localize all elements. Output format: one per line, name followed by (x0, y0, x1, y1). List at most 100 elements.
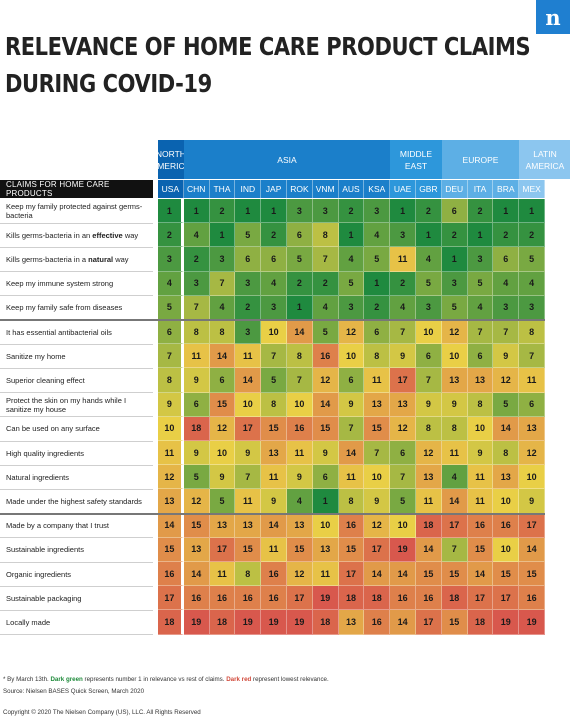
data-cell: 4 (519, 271, 545, 296)
data-cell: 10 (441, 344, 468, 369)
data-cell: 14 (519, 537, 545, 562)
column-header: KSA (364, 180, 391, 198)
data-cell: 16 (261, 586, 287, 611)
data-cell: 13 (183, 537, 210, 562)
data-cell: 9 (416, 392, 442, 417)
data-cell: 11 (416, 489, 442, 514)
data-cell: 19 (261, 610, 287, 635)
data-cell: 8 (519, 320, 545, 345)
data-cell: 5 (441, 295, 468, 320)
data-cell: 6 (261, 247, 287, 272)
data-cell: 14 (467, 562, 494, 587)
row-label: Kills germs-bacteria in an effective way (0, 223, 153, 247)
group-header: ASIA (183, 140, 391, 179)
title-line-2: DURING COVID-19 (5, 69, 212, 98)
data-cell: 10 (390, 513, 416, 538)
data-cell: 7 (390, 465, 416, 490)
data-cell: 9 (364, 489, 391, 514)
data-cell: 2 (287, 271, 313, 296)
data-cell: 17 (390, 368, 416, 393)
data-cell: 10 (261, 320, 287, 345)
data-cell: 14 (235, 368, 262, 393)
data-cell: 1 (261, 199, 287, 224)
data-cell: 2 (441, 223, 468, 248)
data-cell: 16 (287, 416, 313, 441)
data-cell: 13 (261, 441, 287, 466)
row-label: Made under the highest safety standards (6, 496, 142, 506)
data-cell: 2 (312, 271, 339, 296)
data-cell: 6 (416, 344, 442, 369)
data-cell: 9 (287, 465, 313, 490)
data-cell: 17 (287, 586, 313, 611)
data-cell: 14 (493, 416, 520, 441)
data-cell: 12 (312, 368, 339, 393)
data-cell: 11 (364, 368, 391, 393)
data-cell: 11 (338, 465, 365, 490)
data-cell: 18 (183, 416, 210, 441)
data-cell: 17 (338, 562, 365, 587)
data-cell: 18 (364, 586, 391, 611)
column-header: AUS (338, 180, 365, 198)
data-cell: 6 (364, 320, 391, 345)
row-label: Keep my family safe from diseases (6, 303, 123, 313)
data-cell: 13 (493, 465, 520, 490)
data-cell: 3 (312, 199, 339, 224)
data-cell: 6 (287, 223, 313, 248)
data-cell: 4 (183, 223, 210, 248)
data-cell: 1 (416, 223, 442, 248)
row-label-text: Kills germs-bacteria in an effective way (6, 231, 138, 240)
section-divider (0, 512, 545, 515)
data-cell: 14 (261, 513, 287, 538)
data-cell: 2 (235, 295, 262, 320)
data-cell: 11 (158, 441, 184, 466)
data-cell: 11 (209, 562, 236, 587)
data-cell: 6 (519, 392, 545, 417)
data-cell: 6 (183, 392, 210, 417)
data-cell: 3 (261, 295, 287, 320)
row-divider (0, 416, 153, 418)
data-cell: 1 (158, 199, 184, 224)
data-cell: 13 (235, 513, 262, 538)
data-cell: 19 (519, 610, 545, 635)
data-cell: 16 (519, 586, 545, 611)
data-cell: 12 (364, 513, 391, 538)
data-cell: 7 (493, 320, 520, 345)
data-cell: 8 (338, 489, 365, 514)
data-cell: 15 (467, 537, 494, 562)
column-header: CHN (183, 180, 210, 198)
data-cell: 9 (519, 489, 545, 514)
data-cell: 1 (441, 247, 468, 272)
data-cell: 6 (209, 368, 236, 393)
footnote-text-b: represents number 1 in relevance vs rest… (82, 676, 227, 683)
data-cell: 9 (261, 489, 287, 514)
data-cell: 17 (209, 537, 236, 562)
data-cell: 1 (338, 223, 365, 248)
data-cell: 15 (519, 562, 545, 587)
row-label-text: Kills germs-bacteria in a natural way (6, 255, 129, 264)
data-cell: 11 (390, 247, 416, 272)
data-cell: 19 (287, 610, 313, 635)
column-header: BRA (493, 180, 520, 198)
row-divider (0, 488, 153, 490)
row-label: It has essential antibacterial oils (6, 327, 112, 337)
data-cell: 15 (416, 562, 442, 587)
data-cell: 14 (364, 562, 391, 587)
data-cell: 18 (158, 610, 184, 635)
data-cell: 3 (183, 271, 210, 296)
data-cell: 2 (158, 223, 184, 248)
data-cell: 7 (261, 344, 287, 369)
data-cell: 11 (235, 344, 262, 369)
data-cell: 16 (338, 513, 365, 538)
data-cell: 1 (390, 199, 416, 224)
data-cell: 4 (493, 271, 520, 296)
data-cell: 11 (261, 537, 287, 562)
data-cell: 1 (493, 199, 520, 224)
row-divider (0, 464, 153, 466)
data-cell: 8 (183, 320, 210, 345)
data-cell: 15 (209, 392, 236, 417)
data-cell: 4 (338, 247, 365, 272)
data-cell: 7 (390, 320, 416, 345)
data-cell: 1 (183, 199, 210, 224)
data-cell: 6 (493, 247, 520, 272)
footnote-dark-green: Dark green (50, 676, 83, 683)
